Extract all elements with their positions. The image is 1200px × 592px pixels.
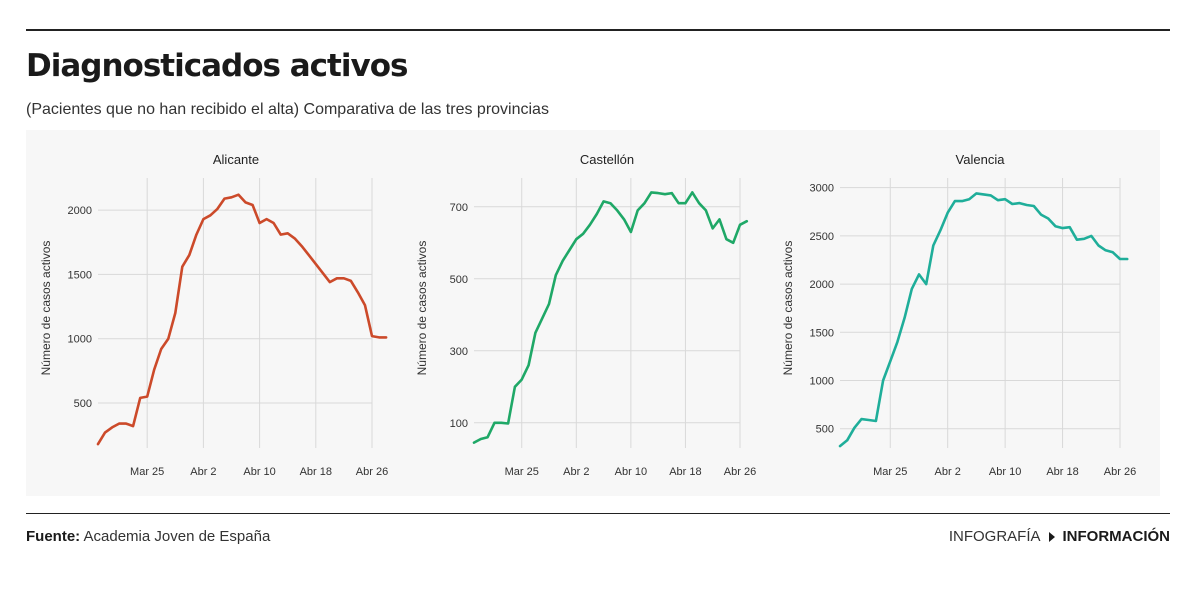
y-tick-label: 1500: [68, 269, 92, 281]
y-tick-label: 500: [450, 274, 468, 286]
y-tick-label: 500: [74, 398, 92, 410]
caret-right-icon: [1048, 531, 1055, 542]
y-tick-label: 500: [816, 424, 834, 436]
x-tick-label: Abr 26: [1104, 466, 1136, 478]
x-tick-label: Abr 18: [669, 466, 701, 478]
x-tick-label: Abr 2: [935, 466, 961, 478]
y-axis-label: Número de casos activos: [781, 241, 795, 376]
chart-title: Valencia: [956, 152, 1006, 167]
x-tick-label: Abr 18: [1046, 466, 1078, 478]
brand-credit: INFOGRAFÍA INFORMACIÓN: [949, 528, 1170, 545]
x-tick-label: Abr 2: [190, 466, 216, 478]
x-tick-label: Abr 26: [724, 466, 756, 478]
y-axis-label: Número de casos activos: [415, 241, 429, 376]
x-tick-label: Abr 10: [989, 466, 1021, 478]
page-title: Diagnosticados activos: [26, 48, 408, 84]
y-tick-label: 700: [450, 202, 468, 214]
source-value: Academia Joven de España: [83, 528, 271, 545]
x-tick-label: Abr 2: [563, 466, 589, 478]
bottom-rule: [26, 513, 1170, 514]
series-line-castellón: [472, 191, 749, 444]
y-tick-label: 1000: [68, 334, 92, 346]
y-tick-label: 3000: [810, 183, 834, 195]
x-tick-label: Abr 18: [300, 466, 332, 478]
source-label: Fuente:: [26, 528, 81, 545]
x-tick-label: Abr 26: [356, 466, 388, 478]
y-tick-label: 100: [450, 418, 468, 430]
y-tick-label: 1000: [810, 376, 834, 388]
y-tick-label: 1500: [810, 327, 834, 339]
x-tick-label: Mar 25: [873, 466, 907, 478]
series-line-alicante: [96, 193, 388, 446]
y-axis-label: Número de casos activos: [39, 241, 53, 376]
chart-title: Alicante: [213, 152, 259, 167]
series-line-valencia: [838, 192, 1129, 448]
source-credit: Fuente: Academia Joven de España: [26, 528, 270, 545]
x-tick-label: Mar 25: [505, 466, 539, 478]
chart-title: Castellón: [580, 152, 634, 167]
charts-panel: [26, 130, 1160, 496]
page-subtitle: (Pacientes que no han recibido el alta) …: [26, 101, 549, 118]
y-tick-label: 300: [450, 346, 468, 358]
x-tick-label: Mar 25: [130, 466, 164, 478]
y-tick-label: 2000: [810, 279, 834, 291]
x-tick-label: Abr 10: [615, 466, 647, 478]
y-tick-label: 2000: [68, 205, 92, 217]
infografia-label: INFOGRAFÍA: [948, 528, 1041, 545]
x-tick-label: Abr 10: [243, 466, 275, 478]
y-tick-label: 2500: [810, 231, 834, 243]
top-rule: [26, 29, 1170, 31]
brand-label: INFORMACIÓN: [1062, 528, 1171, 545]
